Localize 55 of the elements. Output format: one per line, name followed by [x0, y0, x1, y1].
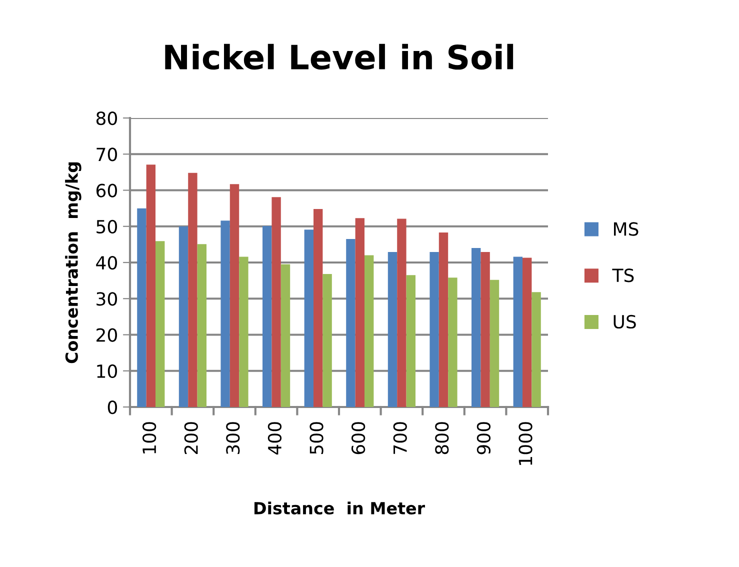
bar [239, 256, 248, 407]
bar [262, 226, 272, 407]
y-axis-title: Concentration mg/kg [65, 162, 82, 364]
x-tick-label: 100 [142, 422, 156, 454]
legend-label: US [614, 314, 636, 329]
bar [188, 172, 198, 407]
y-tick-label: 0 [108, 400, 117, 414]
bar [146, 164, 156, 407]
x-tick-label: 300 [226, 422, 240, 454]
bar [406, 275, 416, 407]
x-tick-label: 500 [310, 422, 324, 454]
x-tick-label: 700 [393, 422, 407, 454]
bar [388, 252, 398, 407]
x-axis-title: Distance in Meter [254, 502, 425, 514]
x-tick-label: 1000 [518, 422, 532, 465]
chart-title: Nickel Level in Soil [165, 44, 514, 70]
bar [397, 218, 406, 407]
bar [220, 220, 230, 407]
bar [178, 226, 188, 407]
bar [346, 239, 356, 407]
y-tick-label: 30 [96, 292, 117, 306]
y-tick-label: 40 [96, 256, 117, 270]
x-tick-label: 600 [351, 422, 366, 454]
y-tick-label: 50 [96, 220, 117, 234]
y-tick-label: 20 [96, 328, 117, 342]
bar [532, 292, 541, 407]
bar [322, 274, 332, 407]
bar [522, 258, 532, 407]
y-tick-label: 60 [96, 184, 117, 198]
bar [230, 184, 240, 407]
bar [314, 209, 323, 407]
bar [472, 248, 481, 407]
bar [272, 197, 281, 407]
bar [490, 280, 500, 407]
bar [364, 255, 374, 407]
bar [304, 230, 314, 407]
x-tick-label: 200 [184, 422, 198, 454]
x-tick-label: 400 [268, 422, 282, 454]
bar [280, 264, 290, 407]
x-tick-label: 900 [476, 422, 491, 454]
bar [448, 278, 458, 407]
y-tick-label: 70 [96, 148, 117, 162]
bar [156, 241, 165, 407]
legend-label: TS [612, 268, 634, 282]
bar [137, 208, 146, 407]
y-tick-label: 80 [96, 111, 117, 126]
legend-label: MS [614, 222, 638, 236]
bar [430, 252, 439, 407]
bar [513, 256, 522, 407]
x-tick-label: 800 [435, 422, 449, 454]
y-tick-label: 10 [97, 364, 117, 378]
bar [197, 244, 206, 407]
bar [438, 232, 448, 407]
bar [480, 252, 490, 407]
bar [355, 218, 364, 407]
